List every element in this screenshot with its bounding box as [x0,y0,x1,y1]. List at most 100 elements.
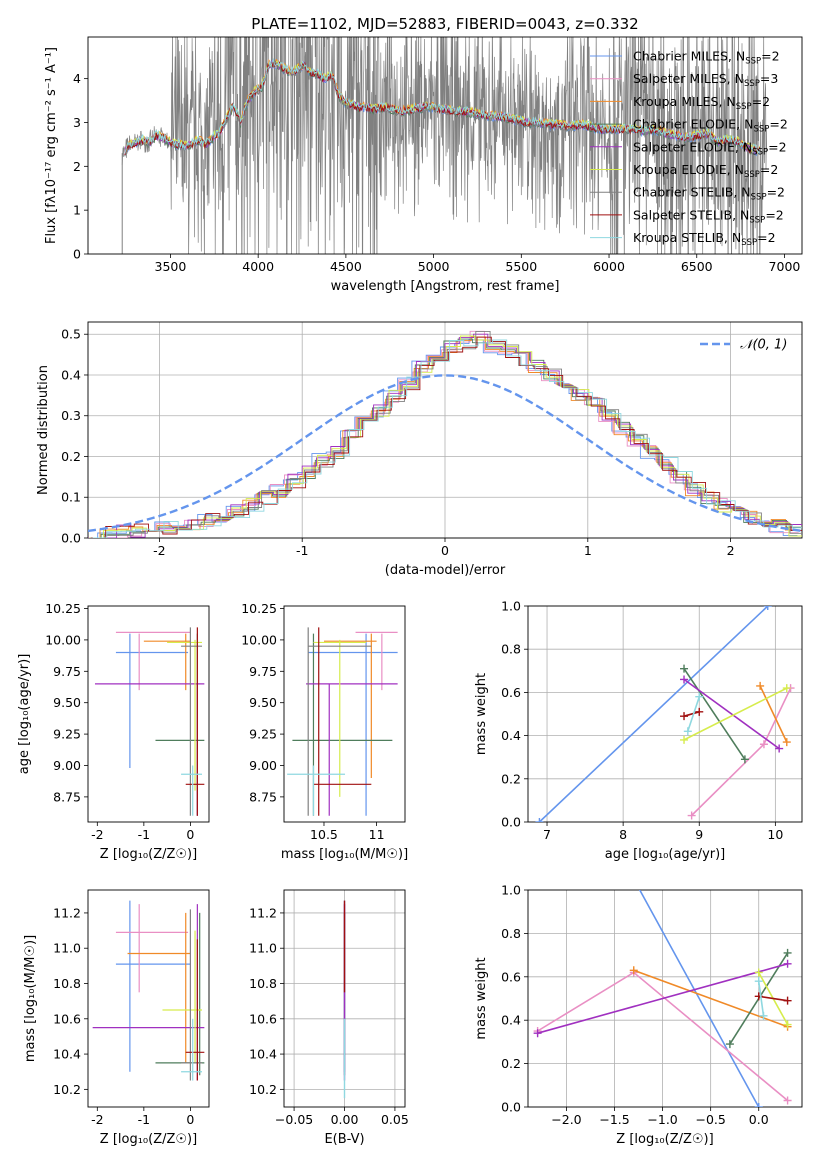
weight-line [758,995,788,1002]
weight-marker [630,875,638,883]
x-tick-label: -2 [91,827,103,842]
y-tick-label: 10.6 [249,1011,277,1026]
x-tick-label: 1 [584,543,592,558]
x-tick-label: 11 [369,827,385,842]
weight-marker [783,996,792,1005]
weight-vs-age-axes: 7 8 9 10 0.0 0.2 0.4 0.6 0.8 1.0 age [log₁₀(age/yr… [474,599,803,862]
y-tick-label: 0.0 [61,531,81,546]
x-tick-label: 7000 [769,259,801,274]
y-tick-label: 10.8 [249,976,277,991]
y-tick-label: 0.4 [501,728,521,743]
legend-entry: Salpeter ELODIE, NSSP=2 [633,139,787,157]
mass-vs-ebv-axes: −0.05 0.00 0.05 10.2 10.4 10.6 10.8 11.0 11.2 E(B… [249,889,409,1147]
y-tick-label: 0.3 [61,408,81,423]
weight-vs-Z-frame [527,889,803,1108]
y-tick-label: 0.4 [501,1013,521,1028]
age-vs-Z-plot-area [94,627,205,816]
x-tick-label: 0 [441,543,449,558]
y-tick-label: 0.8 [501,642,521,657]
y-tick-label: 10.00 [241,632,277,647]
y-tick-label: 1.0 [501,883,521,898]
weight-vs-Z-plot-area [533,875,792,1107]
weight-marker [629,966,638,975]
x-tick-label: 2 [727,543,735,558]
histogram-series-2 [88,336,800,538]
histogram-series-7 [91,336,802,538]
weight-line [757,980,765,1017]
weight-marker [782,684,791,693]
x-tick-label: -2 [91,1112,103,1127]
weight-marker [756,681,765,690]
age-vs-Z-frame [87,605,210,823]
age-vs-mass-frame [283,605,406,823]
x-tick-label: 0.00 [331,1112,359,1127]
legend-entry: Kroupa MILES, NSSP=2 [633,94,770,112]
spectrum-plot-area [121,37,768,254]
legend-entry: Kroupa ELODIE, NSSP=2 [633,162,778,180]
weight-line [633,969,788,1028]
histogram-series-6 [90,330,802,538]
x-tick-label: 0.05 [381,1112,409,1127]
y-tick-label: 9.25 [53,727,81,742]
weight-marker [754,977,763,986]
age-vs-Z-axes: -2 -1 0 8.75 9.00 9.25 9.50 9.75 10.00 10.25 Z [lo… [17,601,210,862]
mass-vs-Z-axes: -2 -1 0 10.2 10.4 10.6 10.8 11.0 11.2 Z [log₁₀(Z/… [23,889,210,1147]
age-vs-Z-xlabel: Z [log₁₀(Z/Z☉)] [100,847,197,862]
histogram-series-0 [88,339,798,538]
y-tick-label: 10.6 [53,1011,81,1026]
age-vs-mass-plot-area [287,627,398,816]
weight-line [759,685,788,743]
weight-vs-age-xlabel: age [log₁₀(age/yr)] [605,847,726,862]
y-tick-label: 10.2 [53,1082,81,1097]
x-tick-label: 6500 [681,259,713,274]
y-tick-label: 0.4 [61,367,81,382]
x-tick-label: 7 [543,827,551,842]
x-tick-label: 0.0 [749,1112,769,1127]
y-tick-label: 10.25 [241,601,277,616]
y-tick-label: 10.25 [45,601,81,616]
mass-vs-Z-frame [87,889,210,1108]
x-tick-label: -1 [138,1112,150,1127]
x-tick-label: 9 [695,827,703,842]
mass-vs-Z-xlabel: Z [log₁₀(Z/Z☉)] [100,1132,197,1147]
histogram-series-1 [88,330,799,538]
histogram-series-5 [89,335,802,538]
spectrum-frame [87,36,803,255]
histogram-series-4 [88,333,802,538]
spectrum-xlabel: wavelength [Angstrom, rest frame] [331,279,560,294]
residuals-ylabel: Normed distribution [36,365,51,495]
y-tick-label: 1 [73,203,81,218]
x-tick-label: -1 [138,827,150,842]
weight-marker [783,1020,792,1029]
y-tick-label: 0.2 [61,449,81,464]
y-tick-label: 11.0 [53,941,81,956]
weight-marker [763,606,772,610]
weight-vs-Z-xlabel: Z [log₁₀(Z/Z☉)] [616,1132,713,1147]
mass-vs-Z-plot-area [92,900,205,1081]
y-tick-label: 4 [73,71,81,86]
weight-vs-Z-ylabel: mass weight [474,957,489,1039]
y-tick-label: 0.2 [501,1056,521,1071]
weight-marker [683,727,692,736]
weight-marker [740,755,749,764]
weight-vs-age-frame [527,605,803,823]
y-tick-label: 3 [73,115,81,130]
mass-vs-ebv-xlabel: E(B-V) [324,1132,364,1147]
y-tick-label: 11.0 [249,941,277,956]
weight-line [683,687,788,741]
x-tick-label: 4500 [330,259,362,274]
x-tick-label: 5500 [505,259,537,274]
x-tick-label: −1.5 [599,1112,629,1127]
weight-marker [783,959,792,968]
x-tick-label: −0.5 [695,1112,725,1127]
weight-marker [782,738,791,747]
y-tick-label: 9.00 [53,758,81,773]
legend-entry: Salpeter STELIB, NSSP=2 [633,207,784,225]
y-tick-label: 0.8 [501,926,521,941]
x-tick-label: −2.0 [551,1112,581,1127]
x-tick-label: 6000 [593,259,625,274]
y-tick-label: 0.2 [501,771,521,786]
spectrum-axes: 3500 4000 4500 5000 5500 6000 6500 7000 0 1 2 3 4 wav… [44,15,803,294]
y-tick-label: 10.4 [249,1047,277,1062]
y-tick-label: 9.00 [249,758,277,773]
